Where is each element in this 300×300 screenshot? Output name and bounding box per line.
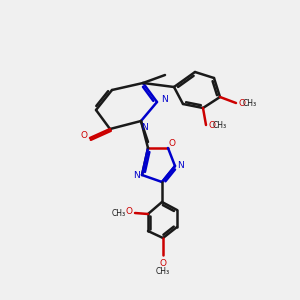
Text: O: O (125, 208, 133, 217)
Text: O: O (169, 139, 176, 148)
Text: O: O (238, 98, 245, 107)
Text: O: O (160, 259, 167, 268)
Text: O: O (80, 131, 88, 140)
Text: N: N (160, 95, 167, 104)
Text: CH₃: CH₃ (213, 122, 227, 130)
Text: O: O (208, 121, 215, 130)
Text: N: N (141, 122, 147, 131)
Text: N: N (134, 170, 140, 179)
Text: CH₃: CH₃ (156, 268, 170, 277)
Text: CH₃: CH₃ (243, 100, 257, 109)
Text: N: N (177, 161, 183, 170)
Text: CH₃: CH₃ (112, 208, 126, 217)
